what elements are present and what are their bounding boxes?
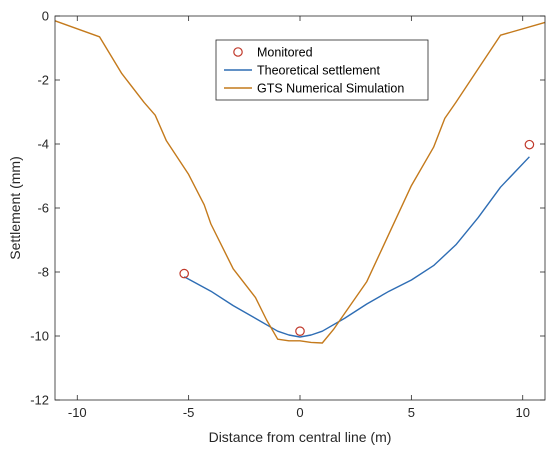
y-tick-label: -6 — [37, 201, 49, 216]
legend-label: Monitored — [257, 46, 313, 60]
tick-labels: -10 -5 0 5 10 0 -2 -4 -6 -8 -10 -12 — [30, 9, 530, 421]
x-tick-label: 5 — [408, 405, 415, 420]
x-axis-label: Distance from central line (m) — [209, 429, 392, 445]
y-axis-label: Settlement (mm) — [7, 156, 23, 259]
x-tick-label: 0 — [296, 405, 303, 420]
y-tick-label: -4 — [37, 137, 49, 152]
x-tick-label: 10 — [515, 405, 529, 420]
legend-marker — [233, 47, 243, 57]
y-tick-label: -10 — [30, 329, 49, 344]
legend-box — [215, 39, 429, 101]
legend-label: Theoretical settlement — [257, 64, 381, 78]
series-layer — [54, 20, 546, 344]
monitored-point — [295, 326, 305, 336]
y-tick-label: -2 — [37, 73, 49, 88]
monitored-point — [179, 268, 189, 279]
y-tick-label: 0 — [42, 9, 49, 24]
legend-label: GTS Numerical Simulation — [257, 82, 404, 96]
legend: Monitored Theoretical settlement GTS Numer… — [215, 39, 429, 101]
y-tick-label: -8 — [37, 265, 49, 280]
monitored-point — [524, 139, 535, 150]
x-tick-label: -5 — [183, 405, 195, 420]
y-tick-label: -12 — [30, 393, 49, 408]
series-line-2 — [54, 20, 546, 344]
x-tick-label: -10 — [68, 405, 87, 420]
series-line-1 — [183, 156, 530, 338]
axes — [54, 15, 546, 401]
